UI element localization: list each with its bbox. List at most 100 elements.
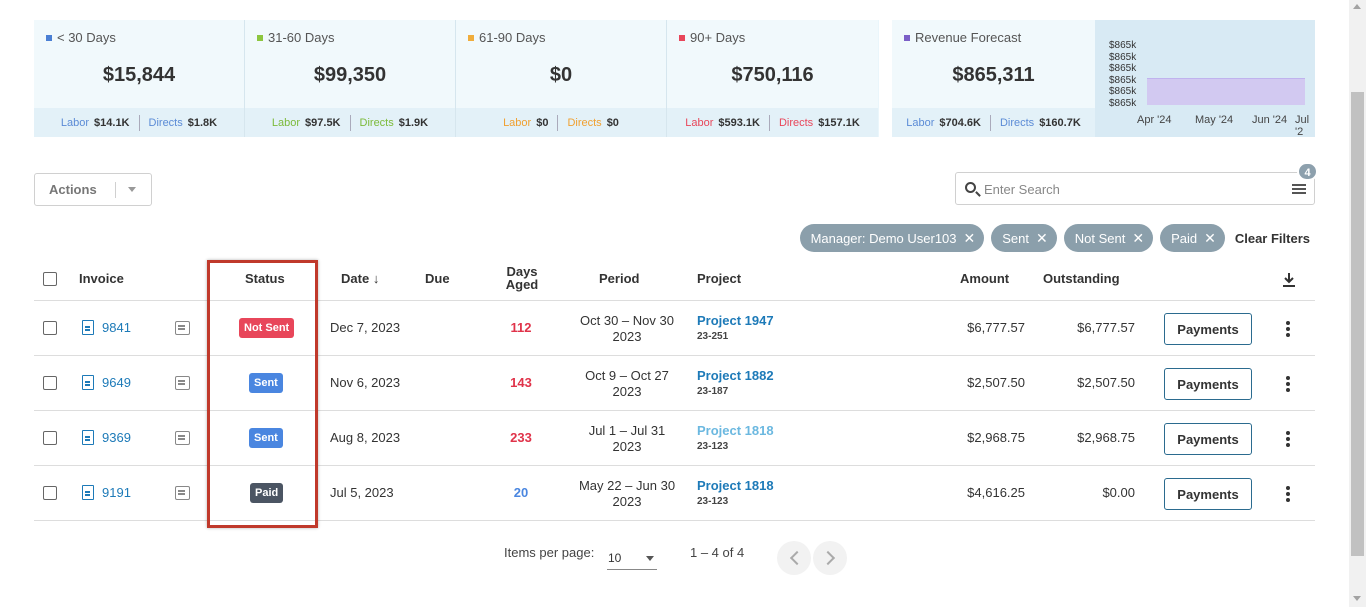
directs-value: $160.7K	[1039, 116, 1081, 129]
more-options-icon[interactable]	[1286, 321, 1290, 339]
forecast-chart: $865k $865k $865k $865k $865k $865k Apr '24 May…	[1095, 20, 1315, 138]
invoice-link[interactable]: 9191	[102, 485, 131, 500]
column-period[interactable]: Period	[599, 271, 640, 286]
amount: $6,777.57	[967, 320, 1025, 335]
column-project[interactable]: Project	[697, 271, 742, 286]
card-header: 31-60 Days $99,350	[245, 20, 455, 108]
payments-button[interactable]: Payments	[1164, 478, 1252, 510]
filter-chip[interactable]: Sent ✕	[991, 224, 1057, 252]
document-icon[interactable]	[82, 375, 94, 390]
project-link[interactable]: Project 1947	[697, 313, 774, 328]
status-badge: Not Sent	[239, 318, 295, 338]
column-due[interactable]: Due	[425, 271, 450, 286]
notes-icon[interactable]	[175, 431, 190, 445]
sort-arrow-down-icon: ↓	[372, 271, 380, 286]
row-checkbox[interactable]	[43, 431, 57, 445]
labor-value: $97.5K	[305, 116, 341, 129]
items-per-page-value: 10	[608, 551, 622, 565]
column-status[interactable]: Status	[245, 271, 285, 286]
column-amount[interactable]: Amount	[960, 271, 1010, 286]
column-date[interactable]: Date ↓	[341, 271, 379, 286]
column-invoice[interactable]: Invoice	[79, 271, 124, 286]
search-input[interactable]	[984, 179, 1274, 199]
period: Oct 30 – Nov 30 2023	[577, 313, 677, 345]
more-options-icon[interactable]	[1286, 376, 1290, 394]
download-icon[interactable]	[1283, 273, 1295, 287]
aging-label: 90+ Days	[690, 30, 746, 45]
outstanding: $6,777.57	[1077, 320, 1135, 335]
notes-icon[interactable]	[175, 486, 190, 500]
divider	[557, 114, 559, 131]
search-icon	[965, 182, 976, 193]
payments-button[interactable]: Payments	[1164, 368, 1252, 400]
directs-value: $1.9K	[398, 116, 429, 129]
column-outstanding[interactable]: Outstanding	[1043, 271, 1120, 286]
scrollbar-thumb[interactable]	[1351, 92, 1364, 556]
legend-square-icon	[468, 34, 474, 41]
aging-card[interactable]: 31-60 Days $99,350 Labor $97.5K Directs …	[245, 20, 456, 137]
filter-chip-label: Not Sent	[1074, 230, 1126, 246]
column-date-label: Date	[341, 271, 370, 286]
project-cell: Project 1818 23-123	[697, 423, 774, 452]
aging-card[interactable]: 61-90 Days $0 Labor $0 Directs $0	[456, 20, 667, 137]
labor-label: Labor	[271, 116, 301, 129]
filter-chip[interactable]: Paid ✕	[1160, 224, 1225, 252]
y-tick-label: $865k	[1109, 97, 1137, 109]
filter-chip[interactable]: Not Sent ✕	[1063, 224, 1154, 252]
card-breakdown: Labor $14.1K Directs $1.8K	[34, 108, 244, 137]
scroll-down-arrow-icon[interactable]	[1353, 596, 1361, 601]
search-box	[955, 172, 1315, 205]
y-tick-label: $865k	[1109, 63, 1137, 74]
days-aged: 112	[510, 320, 532, 335]
column-days-aged[interactable]: Days Aged	[504, 265, 540, 291]
legend-square-icon	[679, 34, 685, 41]
aging-card[interactable]: 90+ Days $750,116 Labor $593.1K Directs …	[667, 20, 878, 137]
project-cell: Project 1818 23-123	[697, 478, 774, 507]
scroll-up-arrow-icon[interactable]	[1353, 4, 1361, 9]
project-link[interactable]: Project 1818	[697, 423, 774, 438]
row-checkbox[interactable]	[43, 376, 57, 390]
row-checkbox[interactable]	[43, 486, 57, 500]
close-icon[interactable]: ✕	[1132, 229, 1145, 246]
period-range: May 22 – Jun 30	[578, 478, 676, 493]
x-tick-label: Jul '2	[1295, 114, 1310, 138]
payments-button[interactable]: Payments	[1164, 423, 1252, 455]
select-all-checkbox[interactable]	[43, 272, 57, 286]
previous-page-button[interactable]	[777, 541, 811, 575]
project-link[interactable]: Project 1818	[697, 478, 774, 493]
project-link[interactable]: Project 1882	[697, 368, 774, 383]
payments-button[interactable]: Payments	[1164, 313, 1252, 345]
project-code: 23-251	[697, 331, 729, 342]
aging-card[interactable]: < 30 Days $15,844 Labor $14.1K Directs $…	[34, 20, 245, 137]
project-code: 23-187	[697, 386, 729, 397]
revenue-forecast-card[interactable]: Revenue Forecast $865,311 Labor $704.6K …	[892, 20, 1095, 137]
more-options-icon[interactable]	[1286, 486, 1290, 504]
labor-label: Labor	[906, 116, 935, 129]
items-per-page-select[interactable]: 10	[607, 548, 657, 570]
close-icon[interactable]: ✕	[963, 229, 976, 246]
notes-icon[interactable]	[175, 376, 190, 390]
close-icon[interactable]: ✕	[1204, 229, 1216, 246]
document-icon[interactable]	[82, 320, 94, 335]
invoice-link[interactable]: 9841	[102, 320, 131, 335]
aging-value: $0	[549, 64, 573, 86]
next-page-button[interactable]	[813, 541, 847, 575]
card-label: 31-60 Days	[257, 30, 334, 45]
filter-sliders-icon[interactable]	[1292, 182, 1306, 196]
notes-icon[interactable]	[175, 321, 190, 335]
legend-square-icon	[904, 34, 910, 41]
invoice-link[interactable]: 9649	[102, 375, 131, 390]
row-checkbox[interactable]	[43, 321, 57, 335]
close-icon[interactable]: ✕	[1036, 229, 1048, 246]
invoice-link[interactable]: 9369	[102, 430, 131, 445]
more-options-icon[interactable]	[1286, 431, 1290, 449]
filter-chip[interactable]: Manager: Demo User103 ✕	[799, 224, 985, 252]
table-row: 9841 Not Sent Dec 7, 2023 112 Oct 30 – N…	[34, 301, 1315, 356]
clear-filters-button[interactable]: Clear Filters	[1234, 230, 1310, 246]
document-icon[interactable]	[82, 485, 94, 500]
forecast-area[interactable]	[1147, 78, 1305, 105]
actions-dropdown[interactable]: Actions	[34, 173, 152, 206]
labor-label: Labor	[685, 116, 714, 129]
document-icon[interactable]	[82, 430, 94, 445]
